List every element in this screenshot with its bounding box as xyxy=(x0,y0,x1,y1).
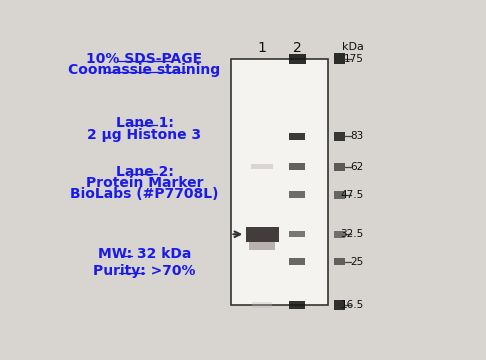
Bar xyxy=(289,231,305,237)
Bar xyxy=(334,163,345,171)
Bar xyxy=(334,231,345,238)
Text: MW: 32 kDa: MW: 32 kDa xyxy=(98,247,191,261)
Text: Protein Marker: Protein Marker xyxy=(86,176,203,190)
Text: 1: 1 xyxy=(258,41,267,55)
Bar xyxy=(289,163,305,170)
Bar xyxy=(289,258,305,265)
Bar xyxy=(251,164,273,169)
Text: 47.5: 47.5 xyxy=(341,190,364,200)
Text: Purity: >70%: Purity: >70% xyxy=(93,264,196,278)
Text: Coomassie staining: Coomassie staining xyxy=(69,63,221,77)
Bar xyxy=(231,59,328,305)
Text: 10% SDS-PAGE: 10% SDS-PAGE xyxy=(87,53,203,67)
Text: 25: 25 xyxy=(350,257,364,267)
Bar xyxy=(289,191,305,198)
Text: 2 μg Histone 3: 2 μg Histone 3 xyxy=(87,128,202,142)
Bar xyxy=(334,300,345,310)
Bar xyxy=(252,302,272,308)
Bar xyxy=(334,258,345,265)
Bar xyxy=(334,53,345,64)
Bar xyxy=(289,54,306,64)
Text: 2: 2 xyxy=(293,41,301,55)
Bar xyxy=(289,132,305,140)
Text: 16.5: 16.5 xyxy=(341,300,364,310)
Bar xyxy=(289,301,305,309)
Text: Lane 1:: Lane 1: xyxy=(116,116,174,130)
Text: 32.5: 32.5 xyxy=(341,229,364,239)
Bar xyxy=(334,132,345,141)
Text: 83: 83 xyxy=(350,131,364,141)
Text: BioLabs (#P7708L): BioLabs (#P7708L) xyxy=(70,187,219,201)
Bar xyxy=(246,226,278,242)
Text: Lane 2:: Lane 2: xyxy=(116,165,174,179)
Text: 175: 175 xyxy=(344,54,364,64)
Bar xyxy=(249,242,276,250)
Text: 62: 62 xyxy=(350,162,364,172)
Text: kDa: kDa xyxy=(342,42,364,53)
Bar xyxy=(334,191,345,198)
